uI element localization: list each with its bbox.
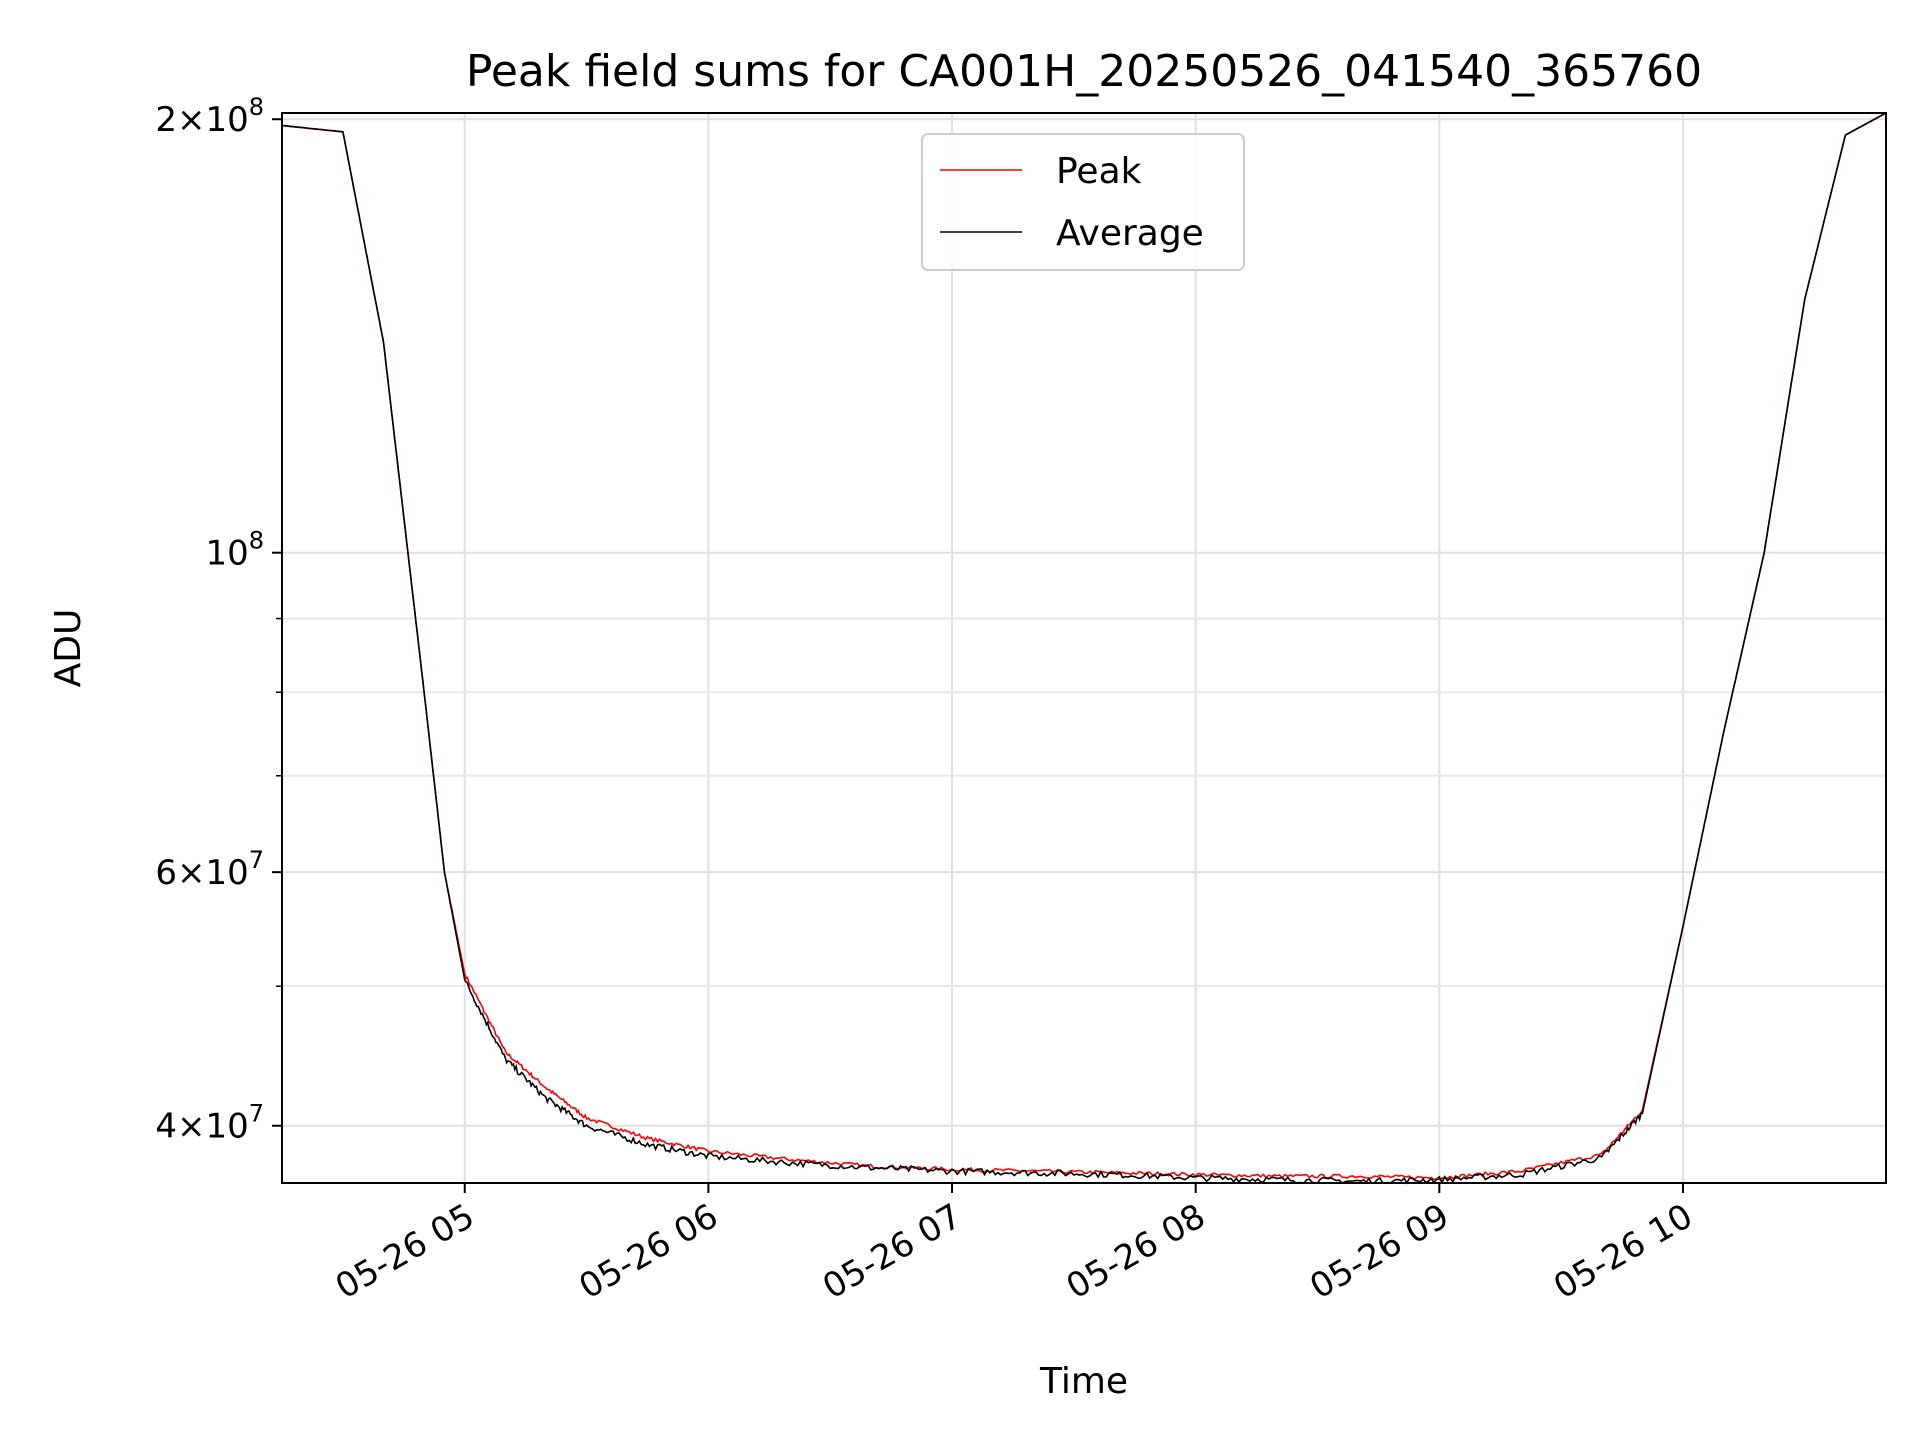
chart-title: Peak field sums for CA001H_20250526_0415… bbox=[466, 46, 1702, 97]
y-tick-label: 108 bbox=[205, 527, 264, 574]
plot-area bbox=[281, 112, 1887, 1185]
legend: Peak Average bbox=[921, 133, 1245, 271]
legend-box bbox=[921, 133, 1245, 271]
x-axis-label: Time bbox=[1039, 1361, 1128, 1402]
y-axis-label: ADU bbox=[48, 609, 89, 688]
legend-label-average: Average bbox=[1056, 213, 1204, 254]
y-axis: 2×108 108 6×107 4×107 bbox=[155, 93, 282, 1147]
y-tick-label: 6×107 bbox=[155, 846, 264, 893]
series-line-average bbox=[281, 112, 1887, 1185]
y-tick-label: 4×107 bbox=[155, 1100, 264, 1147]
y-tick-label: 2×108 bbox=[155, 93, 264, 140]
grid bbox=[282, 113, 1886, 1183]
axes-frame bbox=[281, 112, 1887, 1184]
legend-label-peak: Peak bbox=[1056, 151, 1142, 192]
